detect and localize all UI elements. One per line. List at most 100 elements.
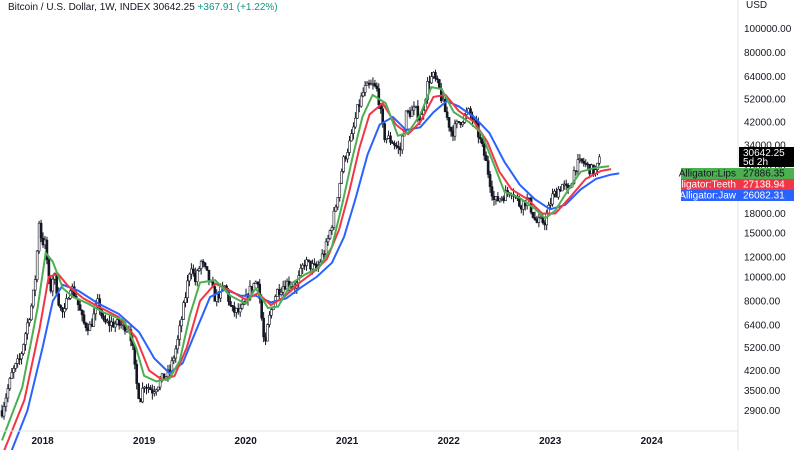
- candle-countdown: 5d 2h: [743, 157, 768, 168]
- candle-body: [596, 162, 599, 170]
- candle-body: [445, 111, 449, 118]
- candle-body: [375, 85, 379, 89]
- candle-body: [582, 160, 586, 164]
- x-tick-label: 2019: [133, 436, 156, 447]
- candle-body: [240, 304, 244, 309]
- candle-body: [395, 144, 398, 147]
- candle-body: [18, 358, 21, 361]
- indicator-value: 27138.94: [743, 180, 785, 191]
- candle-body: [480, 138, 484, 145]
- candle-body: [178, 325, 181, 340]
- candle-body: [26, 322, 29, 335]
- candle-body: [336, 197, 340, 208]
- candle-body: [80, 310, 84, 316]
- candle-body: [328, 230, 332, 239]
- candle-body: [65, 298, 68, 309]
- y-axis-unit: USD: [746, 0, 767, 11]
- candle-body: [22, 344, 25, 354]
- candle-body: [172, 357, 176, 362]
- candle-body: [149, 387, 152, 390]
- candle-body: [6, 388, 10, 399]
- indicator-tag: Alligator:Jaw 26082.31: [679, 190, 794, 202]
- y-axis[interactable]: 100000.00 80000.00 64000.00 52000.00 42000.0…: [744, 24, 792, 417]
- candle-body: [363, 85, 367, 93]
- candle-body: [67, 298, 70, 300]
- candle-body: [561, 184, 564, 192]
- candle-body: [238, 308, 242, 313]
- candle-body: [457, 121, 461, 123]
- y-tick-label: 80000.00: [744, 48, 786, 59]
- candle-body: [2, 406, 6, 417]
- candle-body: [63, 308, 66, 313]
- candle-body: [400, 135, 404, 151]
- candle-body: [301, 264, 304, 269]
- alligator-lips-line: [1, 85, 610, 441]
- x-tick-label: 2020: [235, 436, 258, 447]
- candle-body: [430, 76, 433, 84]
- candle-body: [14, 363, 17, 369]
- y-tick-label: 18000.00: [744, 209, 786, 220]
- x-axis[interactable]: 2018 2019 2020 2021 2022 2023 2024: [32, 436, 664, 447]
- candle-body: [59, 304, 62, 309]
- candle-body: [203, 262, 207, 267]
- candle-body: [45, 239, 49, 261]
- indicator-name: Alligator:Lips: [679, 169, 736, 180]
- candle-body: [180, 319, 183, 327]
- candle-body: [102, 315, 105, 320]
- price-change: +367.91 (+1.22%): [197, 2, 278, 13]
- candle-body: [195, 270, 199, 283]
- indicator-value: 27886.35: [743, 169, 785, 180]
- candle-body: [182, 302, 185, 320]
- candle-body: [406, 110, 410, 113]
- indicator-name: Alligator:Teeth: [673, 180, 736, 191]
- candle-body: [305, 259, 308, 266]
- candle-body: [338, 183, 342, 198]
- symbol-title: Bitcoin / U.S. Dollar, 1W, INDEX: [8, 2, 151, 13]
- candle-body: [188, 273, 191, 282]
- x-tick-label: 2023: [539, 436, 562, 447]
- candle-body: [322, 253, 326, 256]
- candle-body: [28, 319, 31, 324]
- indicator-tag: Alligator:Lips 27886.35: [679, 168, 794, 180]
- candle-body: [490, 186, 494, 197]
- candle-body: [373, 83, 377, 87]
- y-tick-label: 10000.00: [744, 272, 786, 283]
- candle-body: [270, 309, 273, 316]
- candle-body: [20, 353, 23, 360]
- candle-body: [447, 117, 451, 128]
- candle-body: [531, 212, 535, 218]
- candle-body: [135, 363, 139, 384]
- candle-body: [119, 324, 123, 327]
- candle-body: [197, 268, 201, 271]
- candle-body: [192, 268, 195, 274]
- candle-body: [256, 281, 260, 285]
- candle-body: [393, 143, 396, 146]
- candle-body: [205, 266, 209, 271]
- candle-body: [311, 263, 314, 270]
- candle-body: [184, 297, 187, 303]
- y-tick-label: 15000.00: [744, 229, 786, 240]
- candle-body: [533, 217, 537, 221]
- candle-body: [137, 383, 140, 399]
- candle-body: [354, 117, 357, 128]
- candle-body: [152, 391, 156, 394]
- y-tick-label: 12000.00: [744, 253, 786, 264]
- alligator-jaw-line: [10, 99, 620, 450]
- y-tick-label: 6400.00: [744, 321, 781, 332]
- candle-body: [231, 305, 234, 308]
- candle-body: [412, 106, 416, 111]
- candle-body: [117, 319, 121, 326]
- candle-body: [486, 160, 490, 175]
- symbol-header[interactable]: Bitcoin / U.S. Dollar, 1W, INDEX 30642.2…: [8, 2, 278, 13]
- candle-body: [24, 333, 27, 345]
- candle-body: [154, 389, 158, 393]
- candle-body: [598, 156, 601, 164]
- candle-body: [484, 155, 488, 162]
- candle-body: [488, 174, 492, 187]
- candle-body: [377, 88, 381, 106]
- candle-body: [4, 397, 8, 407]
- candle-body: [557, 188, 560, 198]
- candle-body: [443, 99, 447, 113]
- candle-body: [307, 259, 310, 262]
